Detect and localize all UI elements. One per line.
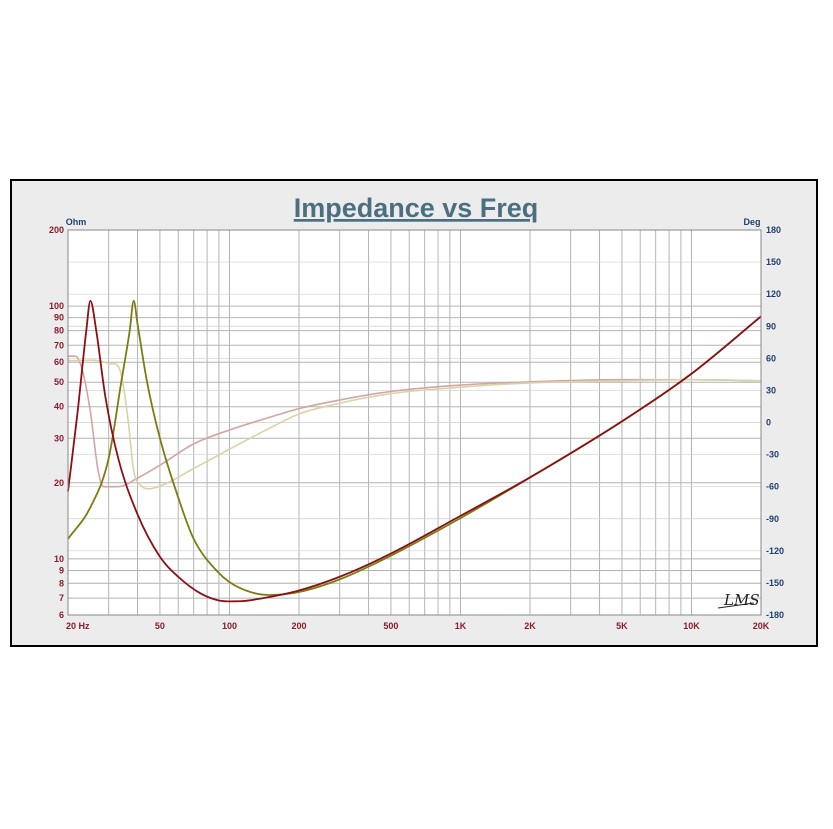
left-tick-label: 70	[54, 340, 64, 350]
left-tick-label: 50	[54, 377, 64, 387]
x-tick-label: 5K	[616, 621, 628, 631]
right-tick-label: -90	[766, 514, 779, 524]
impedance-chart: Impedance vs Freq Ohm Deg 20 Hz 50 100 200 5…	[49, 193, 784, 631]
x-tick-label: 500	[383, 621, 398, 631]
right-tick-label: -60	[766, 482, 779, 492]
left-tick-label: 6	[59, 610, 64, 620]
right-axis-unit: Deg	[743, 217, 760, 227]
right-tick-label: -120	[766, 546, 784, 556]
left-tick-label: 40	[54, 402, 64, 412]
phase-series-line	[67, 355, 762, 488]
left-tick-label: 90	[54, 313, 64, 323]
left-tick-label: 80	[54, 326, 64, 336]
lms-logo: LMS	[717, 591, 760, 609]
right-axis-ticks: 180 150 120 90 60 30 0 -30 -60 -90 -120 -150 -180	[766, 225, 784, 620]
right-tick-label: 0	[766, 418, 771, 428]
right-tick-label: -30	[766, 450, 779, 460]
left-tick-label: 20	[54, 478, 64, 488]
x-tick-label: 100	[222, 621, 237, 631]
right-tick-label: 60	[766, 353, 776, 363]
chart-title: Impedance vs Freq	[294, 193, 539, 223]
phase-series-line	[67, 359, 762, 490]
right-tick-label: 120	[766, 289, 781, 299]
left-axis-ticks: 200 100 90 80 70 60 50 40 30 20 109 8 7 6	[49, 225, 64, 620]
right-tick-label: 180	[766, 225, 781, 235]
grid	[68, 230, 761, 615]
x-tick-label: 2K	[524, 621, 536, 631]
left-tick-label: 8	[59, 578, 64, 588]
impedance-series-line	[67, 299, 762, 603]
left-axis-unit: Ohm	[66, 217, 87, 227]
x-axis-ticks: 20 Hz 50 100 200 500 1K 2K 5K 10K 20K	[66, 621, 770, 631]
x-tick-label: 20K	[753, 621, 770, 631]
left-tick-label: 30	[54, 433, 64, 443]
x-tick-label: 1K	[455, 621, 467, 631]
series-layer	[67, 299, 762, 603]
x-tick-label: 200	[291, 621, 306, 631]
chart-frame: Impedance vs Freq Ohm Deg 20 Hz 50 100 200 5…	[10, 179, 818, 647]
right-tick-label: -180	[766, 610, 784, 620]
left-tick-label: 9	[59, 565, 64, 575]
x-tick-label: 50	[155, 621, 165, 631]
right-tick-label: -150	[766, 578, 784, 588]
left-tick-label: 60	[54, 357, 64, 367]
left-tick-label: 200	[49, 225, 64, 235]
x-tick-label: 20 Hz	[66, 621, 90, 631]
svg-text:LMS: LMS	[723, 591, 760, 609]
plot-border	[67, 229, 762, 616]
x-tick-label: 10K	[683, 621, 700, 631]
left-tick-label: 100	[49, 301, 64, 311]
right-tick-label: 150	[766, 257, 781, 267]
right-tick-label: 90	[766, 321, 776, 331]
left-tick-label: 10	[54, 554, 64, 564]
left-tick-label: 7	[59, 593, 64, 603]
right-tick-label: 30	[766, 385, 776, 395]
